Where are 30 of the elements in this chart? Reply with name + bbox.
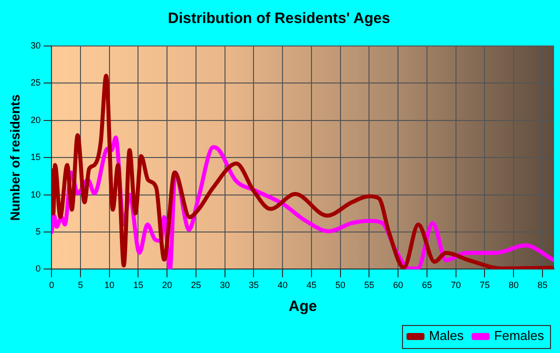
legend-label: Males <box>428 328 464 344</box>
y-tick-label: 25 <box>30 78 41 88</box>
x-tick-label: 20 <box>162 280 172 290</box>
chart-title: Distribution of Residents' Ages <box>168 10 390 28</box>
x-tick-label: 50 <box>335 280 346 290</box>
legend-label: Females <box>494 328 544 344</box>
x-tick-label: 65 <box>422 280 432 290</box>
x-axis-title: Age <box>288 298 317 316</box>
x-tick-label: 25 <box>190 280 201 290</box>
x-tick-label: 10 <box>104 280 114 290</box>
x-tick-label: 70 <box>450 280 461 290</box>
y-axis-title: Number of residents <box>7 94 22 221</box>
y-tick-label: 20 <box>30 114 41 125</box>
y-tick-label: 5 <box>36 226 41 236</box>
x-tick-label: 30 <box>220 280 230 290</box>
x-tick-label: 45 <box>306 280 316 290</box>
y-tick-label: 30 <box>30 40 41 50</box>
x-tick-label: 5 <box>78 280 83 290</box>
x-tick-label: 40 <box>278 280 288 290</box>
x-tick-label: 15 <box>133 280 144 290</box>
y-tick-label: 10 <box>30 189 41 200</box>
y-tick-label: 0 <box>36 264 41 274</box>
x-tick-label: 75 <box>480 280 490 290</box>
x-tick-label: 60 <box>393 280 404 290</box>
x-tick-label: 35 <box>248 280 259 290</box>
x-tick-label: 85 <box>537 280 548 290</box>
x-tick-label: 55 <box>364 280 374 290</box>
x-tick-label: 0 <box>49 280 54 290</box>
y-tick-label: 15 <box>30 152 41 162</box>
x-tick-label: 80 <box>508 280 519 290</box>
